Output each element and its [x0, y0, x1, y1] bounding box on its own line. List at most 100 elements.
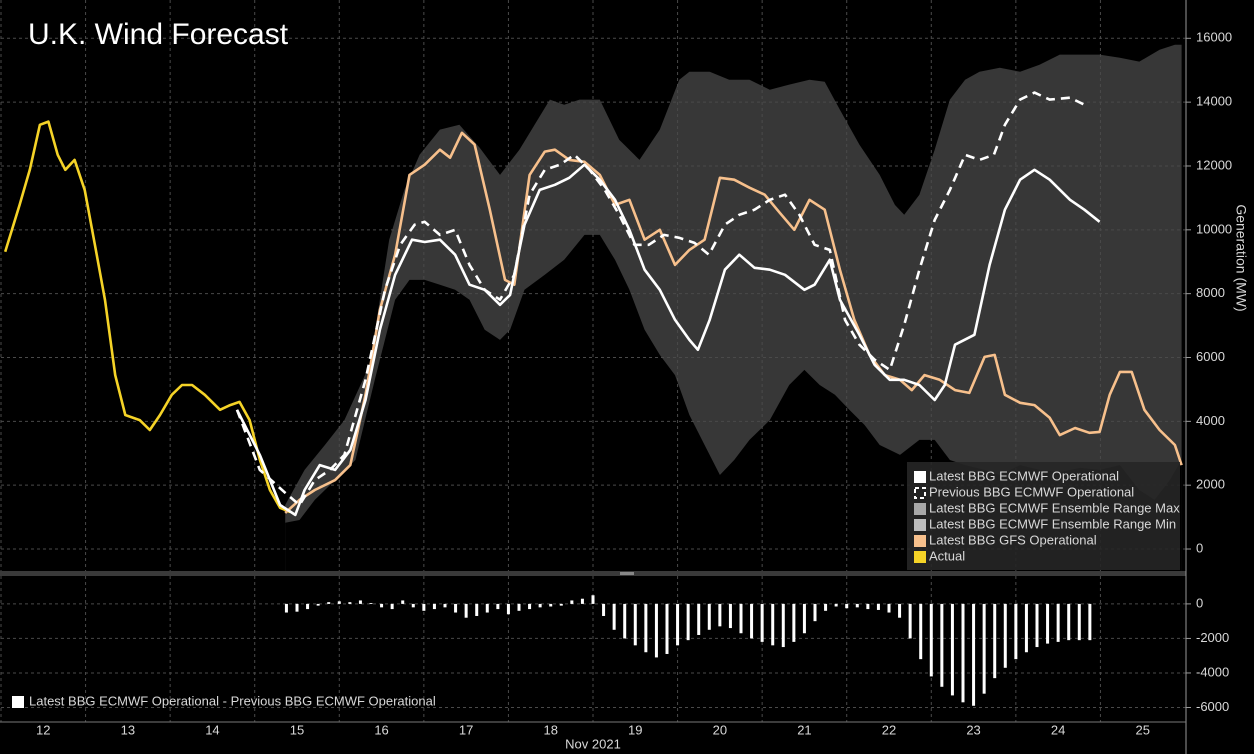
- bar: [485, 603, 489, 613]
- y-tick-label: 16000: [1196, 30, 1232, 45]
- y-tick-label: 6000: [1196, 349, 1225, 364]
- bar: [824, 603, 828, 611]
- legend-label: Latest BBG GFS Operational: [929, 532, 1097, 547]
- y-tick-label: 14000: [1196, 94, 1232, 109]
- bar: [549, 603, 553, 607]
- series-line: [284, 131, 1183, 514]
- legend-label: Latest BBG ECMWF Operational - Previous …: [29, 693, 436, 708]
- bar: [306, 603, 310, 610]
- x-tick-label: 22: [882, 722, 896, 737]
- legend-swatch: [914, 535, 926, 547]
- bar: [845, 603, 849, 609]
- x-tick-label: 15: [290, 722, 304, 737]
- bar: [580, 598, 584, 604]
- bar: [559, 603, 563, 606]
- legend-swatch: [914, 551, 926, 563]
- bar: [401, 600, 405, 604]
- legend-label: Latest BBG ECMWF Ensemble Range Max: [929, 500, 1180, 515]
- legend-label: Previous BBG ECMWF Operational: [929, 484, 1134, 499]
- bar: [982, 603, 986, 694]
- bar: [337, 601, 341, 604]
- bar: [612, 603, 616, 630]
- x-tick-label: 24: [1051, 722, 1065, 737]
- bar: [443, 603, 447, 608]
- bar: [475, 603, 479, 616]
- y-tick-label: 0: [1196, 595, 1203, 610]
- bar: [950, 603, 954, 696]
- bar: [528, 603, 532, 610]
- bar: [697, 603, 701, 635]
- bar: [707, 603, 711, 630]
- x-tick-label: 16: [374, 722, 388, 737]
- x-tick-label: 14: [205, 722, 219, 737]
- bar: [432, 603, 436, 610]
- x-tick-label: 20: [713, 722, 727, 737]
- line-layer: [3, 91, 1183, 706]
- bar: [802, 603, 806, 634]
- bar: [665, 603, 669, 654]
- x-tick-label: 25: [1135, 722, 1149, 737]
- bar: [422, 603, 426, 611]
- bar: [1024, 603, 1028, 653]
- bar: [972, 603, 976, 706]
- panel-separator: [0, 571, 1186, 576]
- y-axis-label: Generation (MW): [1233, 204, 1249, 311]
- bar: [506, 603, 510, 615]
- bar: [517, 603, 521, 611]
- bar: [739, 603, 743, 634]
- bar: [1035, 603, 1039, 648]
- bar: [718, 603, 722, 627]
- x-tick-label: 17: [459, 722, 473, 737]
- bar: [728, 603, 732, 629]
- bar: [1056, 603, 1060, 642]
- bar: [570, 600, 574, 604]
- bar: [1067, 603, 1071, 641]
- bar: [1014, 603, 1018, 660]
- bar: [1003, 603, 1007, 668]
- bar: [781, 603, 785, 648]
- y-tick-label: 0: [1196, 540, 1203, 555]
- legend-swatch: [914, 471, 926, 483]
- bar: [348, 602, 352, 604]
- bar: [644, 603, 648, 653]
- y-tick-label: 8000: [1196, 285, 1225, 300]
- bar: [686, 603, 690, 641]
- bar: [855, 603, 859, 608]
- bar: [454, 603, 458, 613]
- bar: [866, 603, 870, 610]
- y-tick-label: 10000: [1196, 221, 1232, 236]
- bar: [623, 603, 627, 639]
- y-tick-label: -4000: [1196, 664, 1229, 679]
- bar: [919, 603, 923, 660]
- bar: [898, 603, 902, 618]
- bar: [792, 603, 796, 642]
- bar: [591, 595, 595, 604]
- legend-swatch: [914, 503, 926, 515]
- bar: [1046, 603, 1050, 644]
- bar: [496, 603, 500, 610]
- bar: [1077, 603, 1081, 641]
- legend-label: Latest BBG ECMWF Operational: [929, 468, 1119, 483]
- x-tick-label: 21: [797, 722, 811, 737]
- x-axis-label: Nov 2021: [565, 736, 621, 751]
- bar: [411, 603, 415, 608]
- bar: [876, 603, 880, 610]
- legend-swatch: [12, 696, 24, 708]
- bar: [940, 603, 944, 687]
- bar: [760, 603, 764, 642]
- series-line: [235, 163, 1101, 517]
- x-tick-label: 13: [121, 722, 135, 737]
- bar: [464, 603, 468, 618]
- bar: [602, 603, 606, 616]
- bar: [295, 603, 299, 612]
- legend-label: Latest BBG ECMWF Ensemble Range Min: [929, 516, 1176, 531]
- legend-swatch: [914, 487, 926, 499]
- bar: [633, 603, 637, 646]
- bar: [327, 602, 331, 604]
- bar: [750, 603, 754, 639]
- bar: [771, 603, 775, 646]
- bar: [358, 600, 362, 604]
- bar: [369, 603, 373, 604]
- separator-handle: [620, 572, 634, 575]
- y-tick-label: -6000: [1196, 699, 1229, 714]
